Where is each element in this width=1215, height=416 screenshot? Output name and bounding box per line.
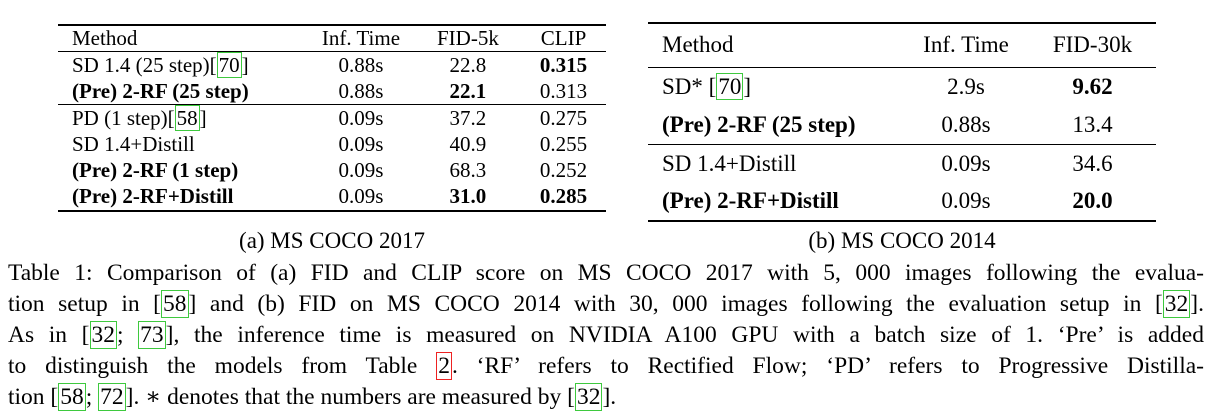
method-name: SD 1.4+Distill — [72, 131, 195, 156]
caption-line: tion setup in [58] and (b) FID on MS COC… — [8, 289, 1204, 320]
caption-text: ], the inference time is measured on NVI… — [165, 322, 1204, 348]
fid-value: 20.0 — [1072, 188, 1113, 214]
table-row: SD 1.4+Distill 0.09s 34.6 — [648, 143, 1156, 183]
caption-line: tion [58; 72]. ∗ denotes that the number… — [8, 382, 1204, 413]
citation-link[interactable]: 58 — [161, 290, 189, 318]
inf-time: 0.88s — [307, 51, 415, 78]
citation-link[interactable]: 73 — [138, 321, 166, 349]
table-row: PD (1 step)[58] 0.09s 37.2 0.275 — [58, 104, 606, 131]
caption-text: Table 1: Comparison of (a) FID and CLIP … — [8, 260, 1204, 286]
caption-text: . ‘RF’ refers to Rectified Flow; ‘PD’ re… — [451, 353, 1204, 379]
caption-line: to distinguish the models from Table 2. … — [8, 351, 1204, 382]
table-row: (Pre) 2-RF (25 step) 0.88s 22.1 0.313 — [58, 78, 606, 105]
caption-text: tion setup in [ — [8, 291, 162, 317]
caption-text: ]. ∗ denotes that the numbers are measur… — [125, 384, 575, 410]
method-name: (Pre) 2-RF+Distill — [72, 184, 234, 209]
inf-time: 0.88s — [941, 111, 991, 137]
citation-link[interactable]: 32 — [89, 321, 117, 349]
inf-time: 0.09s — [903, 182, 1029, 222]
clip-value: 0.313 — [539, 78, 588, 103]
fid-value: 13.4 — [1072, 111, 1113, 137]
method-name: SD* [ — [662, 73, 717, 99]
table-row: (Pre) 2-RF+Distill 0.09s 20.0 — [648, 182, 1156, 222]
citation-link[interactable]: 72 — [98, 383, 126, 411]
method-name: (Pre) 2-RF+Distill — [662, 188, 839, 214]
method-name: (Pre) 2-RF (1 step) — [72, 158, 239, 183]
clip-value: 0.255 — [539, 131, 588, 156]
inf-time: 0.09s — [903, 143, 1029, 183]
citation-link[interactable]: 58 — [174, 104, 200, 131]
citation-link[interactable]: 70 — [216, 51, 242, 78]
caption-text: ]. — [1190, 291, 1204, 317]
header-method: Method — [648, 22, 904, 67]
header-method: Method — [58, 24, 308, 52]
method-name: PD (1 step) — [72, 105, 168, 130]
header-clip: CLIP — [521, 24, 606, 52]
header-inf-time: Inf. Time — [307, 24, 415, 52]
fid-value: 40.9 — [449, 131, 487, 156]
caption-text: ] and (b) FID on MS COCO 2014 with 30, 0… — [188, 291, 1163, 317]
citation-link[interactable]: 32 — [574, 383, 603, 411]
inf-time: 0.88s — [338, 78, 384, 103]
table-row: (Pre) 2-RF+Distill 0.09s 31.0 0.285 — [58, 184, 606, 212]
method-name: SD 1.4+Distill — [648, 143, 904, 183]
table-row: SD 1.4+Distill 0.09s 40.9 0.255 — [58, 131, 606, 158]
method-name: (Pre) 2-RF (25 step) — [72, 78, 249, 103]
inf-time: 0.09s — [338, 158, 384, 183]
subcaption-a: (a) MS COCO 2017 — [239, 228, 425, 253]
table-link[interactable]: 2 — [436, 352, 452, 380]
caption-text: ]. — [602, 384, 617, 410]
table-b: Method Inf. Time FID-30k SD* [70] 2.9s 9… — [648, 22, 1156, 222]
clip-value: 0.285 — [539, 184, 588, 209]
caption-text: tion [ — [8, 384, 59, 410]
header-inf-time: Inf. Time — [903, 22, 1029, 67]
table-row: SD 1.4 (25 step)[70] 0.88s 22.8 0.315 — [58, 51, 606, 78]
fid-value: 34.6 — [1028, 143, 1156, 183]
inf-time: 2.9s — [903, 66, 1029, 106]
citation-link[interactable]: 58 — [58, 383, 86, 411]
method-suffix: ] — [743, 73, 751, 99]
caption-text: ; — [117, 322, 139, 348]
inf-time: 0.09s — [338, 131, 384, 156]
table-a: Method Inf. Time FID-5k CLIP SD 1.4 (25 … — [58, 24, 606, 212]
table-row: (Pre) 2-RF (1 step) 0.09s 68.3 0.252 — [58, 158, 606, 185]
fid-value: 68.3 — [449, 158, 487, 183]
method-name: SD 1.4 (25 step) — [72, 52, 210, 77]
subcaption-b: (b) MS COCO 2014 — [808, 228, 996, 253]
citation-link[interactable]: 32 — [1162, 290, 1191, 318]
table-caption: Table 1: Comparison of (a) FID and CLIP … — [8, 258, 1204, 413]
inf-time: 0.09s — [307, 104, 415, 131]
table-b-header-row: Method Inf. Time FID-30k — [648, 22, 1156, 67]
caption-line: Table 1: Comparison of (a) FID and CLIP … — [8, 258, 1204, 289]
table-row: SD* [70] 2.9s 9.62 — [648, 66, 1156, 106]
fid-value: 9.62 — [1072, 73, 1113, 99]
fid-value: 22.8 — [414, 51, 522, 78]
header-fid-5k: FID-5k — [414, 24, 522, 52]
fid-value: 37.2 — [414, 104, 522, 131]
clip-value: 0.275 — [521, 104, 606, 131]
citation-link[interactable]: 70 — [716, 72, 744, 100]
clip-value: 0.252 — [539, 158, 588, 183]
table-a-header-row: Method Inf. Time FID-5k CLIP — [58, 24, 606, 52]
fid-value: 31.0 — [449, 184, 487, 209]
caption-text: to distinguish the models from Table — [8, 353, 437, 379]
header-fid-30k: FID-30k — [1028, 22, 1156, 67]
fid-value: 22.1 — [449, 78, 487, 103]
table-row: (Pre) 2-RF (25 step) 0.88s 13.4 — [648, 106, 1156, 145]
inf-time: 0.09s — [307, 184, 415, 212]
caption-text: As in [ — [8, 322, 90, 348]
caption-line: As in [32; 73], the inference time is me… — [8, 320, 1204, 351]
caption-text: ; — [85, 384, 99, 410]
clip-value: 0.315 — [539, 52, 588, 77]
method-name: (Pre) 2-RF (25 step) — [662, 111, 856, 137]
